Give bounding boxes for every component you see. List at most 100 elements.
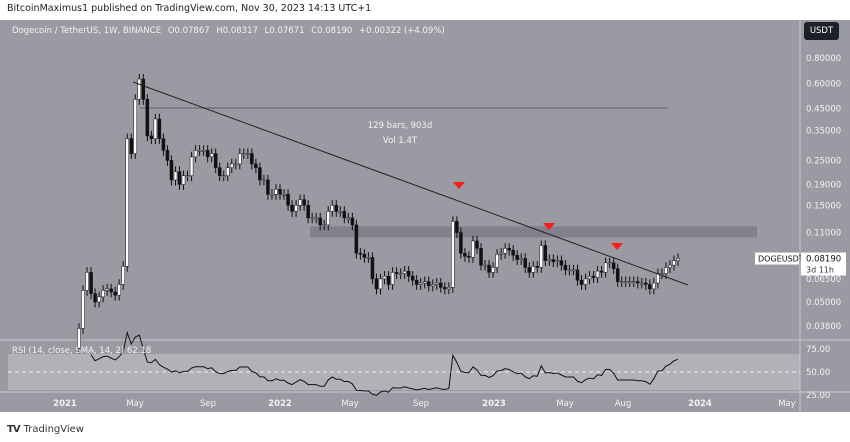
- candle-body: [487, 264, 491, 273]
- descending-trendline: [132, 81, 689, 286]
- candle-body: [250, 153, 254, 165]
- candle: [398, 268, 403, 280]
- candle-body: [648, 284, 652, 290]
- price-tick: 0.06500: [806, 275, 841, 285]
- candle: [539, 240, 544, 273]
- candle: [266, 174, 270, 200]
- candle-body: [571, 269, 576, 272]
- candle: [366, 252, 371, 263]
- price-tick: 0.45000: [806, 105, 841, 115]
- candle-body: [668, 264, 672, 268]
- candle: [81, 285, 85, 334]
- candle: [250, 148, 254, 170]
- candle-body: [459, 232, 463, 254]
- rejection-marker-icon: [543, 223, 555, 230]
- candle: [644, 277, 648, 290]
- candle-body: [342, 211, 347, 219]
- candle-body: [270, 194, 274, 196]
- candle-body: [173, 171, 178, 181]
- candle: [587, 271, 592, 285]
- candle: [575, 264, 580, 286]
- currency-button[interactable]: USDT: [804, 22, 839, 40]
- candle-body: [213, 153, 218, 168]
- candle: [632, 276, 636, 288]
- time-tick: 2024: [688, 399, 712, 409]
- candle-body: [121, 266, 125, 285]
- candle-body: [189, 156, 194, 176]
- candle: [515, 250, 519, 265]
- candle-body: [595, 270, 600, 278]
- candle: [274, 184, 278, 200]
- symbol-price-tag: [755, 252, 799, 265]
- candle: [559, 255, 564, 271]
- candle-body: [495, 253, 499, 268]
- candle: [358, 248, 363, 260]
- candle-body: [656, 273, 660, 284]
- candle: [330, 200, 335, 217]
- candle: [161, 133, 166, 156]
- candle: [527, 262, 531, 278]
- candle: [447, 282, 451, 295]
- candle: [230, 158, 234, 174]
- candle-body: [306, 205, 310, 219]
- time-tick: Sep: [200, 399, 216, 409]
- price-tick: 0.05000: [806, 298, 841, 308]
- candle-body: [539, 245, 544, 268]
- candle-body: [636, 281, 640, 284]
- candle-body: [587, 275, 592, 280]
- candle-body: [113, 291, 117, 296]
- candle-body: [676, 258, 680, 261]
- candle-body: [418, 282, 423, 285]
- candle-body: [362, 253, 367, 258]
- candle: [113, 286, 117, 301]
- candle: [394, 267, 399, 280]
- candle: [475, 235, 479, 254]
- time-tick: Sep: [413, 399, 429, 409]
- candle: [390, 267, 395, 290]
- candle-body: [640, 282, 644, 285]
- candle: [117, 279, 121, 301]
- candle: [125, 133, 129, 272]
- candle-body: [382, 275, 387, 280]
- candle-body: [346, 217, 351, 220]
- candle: [511, 245, 515, 261]
- candle-body: [471, 240, 475, 258]
- time-tick: May: [556, 399, 574, 409]
- candle: [422, 276, 427, 289]
- tradingview-logo[interactable]: TV TradingView: [7, 424, 84, 435]
- time-tick: Aug: [615, 399, 632, 409]
- candle-body: [443, 287, 447, 290]
- candle: [471, 235, 475, 263]
- candle: [290, 200, 294, 217]
- candle: [656, 268, 660, 289]
- candle: [664, 262, 668, 280]
- candle-body: [431, 284, 435, 287]
- candle: [193, 145, 198, 163]
- candle-body: [145, 99, 150, 137]
- candle-body: [85, 272, 89, 291]
- candle-body: [543, 245, 548, 261]
- candle-body: [414, 279, 419, 285]
- candle: [89, 267, 93, 300]
- candle-body: [491, 267, 495, 273]
- candle-body: [374, 278, 379, 290]
- price-tick: 0.80000: [806, 54, 841, 64]
- candle: [177, 166, 182, 190]
- candle-body: [77, 328, 81, 349]
- candle: [133, 94, 138, 160]
- candle-body: [161, 138, 166, 151]
- time-tick: 2021: [53, 399, 77, 409]
- candle: [338, 206, 343, 217]
- candle-body: [623, 281, 628, 283]
- candle: [238, 148, 242, 170]
- candle: [262, 174, 266, 186]
- candle-body: [141, 78, 146, 100]
- candle: [374, 273, 379, 295]
- candle-body: [398, 273, 403, 275]
- candle-body: [197, 150, 202, 152]
- candle-body: [125, 138, 129, 267]
- candle: [406, 265, 411, 282]
- price-chart[interactable]: 129 bars, 903d Vol 1.4T RSI (14, close, SM…: [0, 0, 850, 412]
- candle: [595, 265, 600, 283]
- candle: [137, 73, 142, 105]
